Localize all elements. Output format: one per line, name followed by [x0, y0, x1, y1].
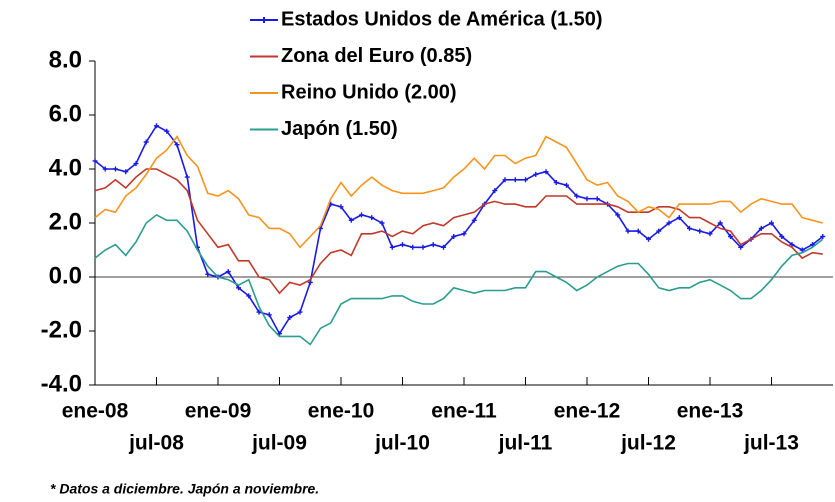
- marker: [533, 171, 539, 177]
- x-tick-label: jul-09: [251, 432, 307, 455]
- x-tick-label: jul-12: [620, 432, 676, 455]
- x-tick-label: ene-11: [431, 400, 497, 423]
- marker: [430, 242, 436, 248]
- marker: [123, 169, 129, 175]
- marker: [810, 242, 815, 248]
- marker: [184, 174, 190, 180]
- y-tick-label: 2.0: [49, 208, 82, 235]
- marker: [359, 212, 364, 218]
- marker: [594, 196, 600, 202]
- legend-marker: [261, 17, 267, 23]
- marker: [553, 180, 559, 185]
- y-tick-label: 6.0: [49, 100, 82, 127]
- marker: [676, 215, 682, 221]
- marker: [789, 242, 795, 248]
- marker: [523, 177, 528, 183]
- marker: [666, 220, 672, 226]
- x-tick-label: jul-10: [374, 432, 430, 455]
- x-tick-label: jul-13: [743, 432, 799, 455]
- marker: [461, 231, 467, 237]
- marker: [615, 212, 621, 218]
- marker: [307, 279, 313, 285]
- marker: [410, 244, 416, 250]
- marker: [574, 193, 580, 199]
- x-tick-label: ene-13: [677, 400, 744, 423]
- marker: [174, 142, 180, 148]
- marker: [297, 309, 303, 315]
- marker: [697, 228, 703, 234]
- marker: [441, 244, 446, 250]
- legend-label: Estados Unidos de América (1.50): [281, 8, 603, 30]
- marker: [369, 215, 375, 221]
- marker: [512, 177, 518, 183]
- y-tick-label: 8.0: [49, 46, 82, 73]
- marker: [266, 312, 272, 318]
- marker: [256, 309, 262, 315]
- marker: [502, 177, 508, 183]
- y-tick-label: -2.0: [41, 316, 82, 343]
- marker: [246, 293, 252, 299]
- marker: [225, 269, 231, 275]
- x-tick-label: ene-10: [308, 400, 375, 423]
- marker: [769, 220, 774, 226]
- marker: [338, 204, 344, 210]
- marker: [92, 158, 98, 164]
- marker: [205, 271, 211, 277]
- marker: [471, 217, 477, 223]
- marker: [820, 234, 826, 239]
- series-line: [94, 168, 823, 295]
- y-tick-label: -4.0: [41, 370, 82, 397]
- marker: [584, 196, 590, 202]
- marker: [400, 242, 405, 248]
- marker: [287, 315, 293, 320]
- marker: [564, 182, 569, 188]
- x-tick-label: jul-08: [128, 432, 184, 455]
- marker: [133, 161, 139, 167]
- marker: [236, 285, 241, 291]
- x-tick-label: jul-11: [498, 432, 553, 455]
- marker: [635, 228, 641, 234]
- marker: [646, 236, 651, 242]
- marker: [348, 217, 354, 223]
- marker: [164, 128, 170, 134]
- series-line: [94, 213, 824, 346]
- legend-label: Zona del Euro (0.85): [281, 45, 472, 67]
- marker: [154, 123, 159, 129]
- marker: [102, 166, 108, 172]
- marker: [707, 231, 713, 237]
- marker: [113, 166, 118, 172]
- y-tick-label: 4.0: [49, 154, 82, 181]
- marker: [492, 188, 498, 194]
- marker: [717, 220, 723, 226]
- x-tick-label: ene-09: [185, 400, 252, 423]
- legend-label: Japón (1.50): [281, 118, 398, 140]
- marker: [143, 139, 149, 145]
- legend-label: Reino Unido (2.00): [281, 81, 457, 103]
- x-tick-label: ene-12: [554, 400, 621, 423]
- x-tick-label: ene-08: [62, 400, 129, 423]
- marker: [543, 169, 549, 175]
- marker: [379, 220, 385, 226]
- y-tick-label: 0.0: [49, 262, 82, 289]
- marker: [738, 244, 744, 250]
- marker: [687, 225, 692, 231]
- marker: [451, 234, 457, 239]
- series-line: [94, 135, 823, 249]
- marker: [420, 244, 426, 250]
- marker: [799, 247, 805, 253]
- marker: [728, 234, 733, 239]
- marker: [625, 228, 631, 234]
- marker: [758, 225, 764, 231]
- marker: [656, 228, 662, 234]
- marker: [779, 234, 785, 239]
- footnote: * Datos a diciembre. Japón a noviembre.: [50, 481, 319, 497]
- marker: [389, 244, 395, 250]
